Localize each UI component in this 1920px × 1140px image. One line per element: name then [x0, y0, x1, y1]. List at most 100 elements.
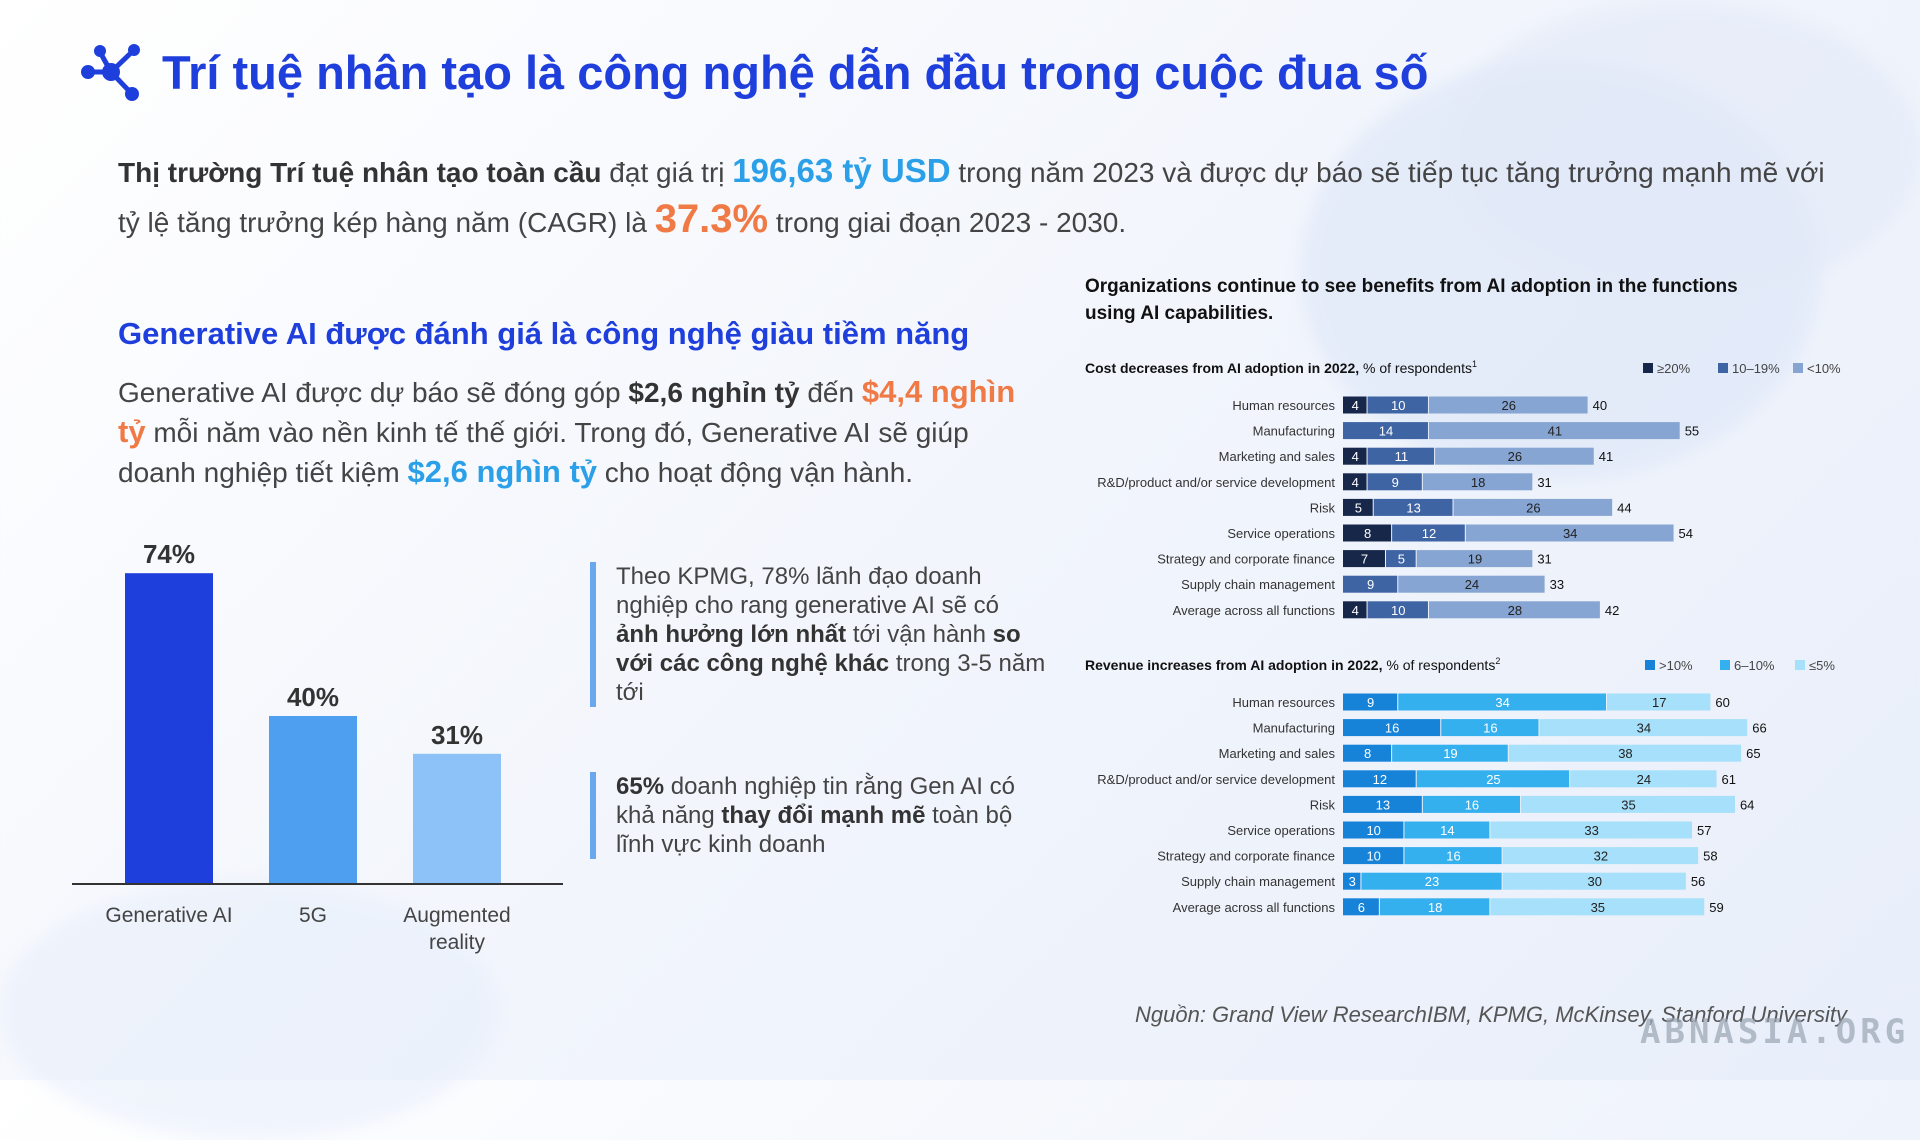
segment-label: 12 — [1422, 526, 1436, 541]
total-label: 55 — [1685, 424, 1699, 439]
legend-label: ≥20% — [1657, 361, 1691, 376]
segment-label: 26 — [1526, 500, 1540, 515]
bar-segment — [1379, 898, 1490, 916]
chart-subtitle-unit: % of respondents — [1359, 360, 1472, 376]
bar-segment — [1465, 524, 1674, 542]
bar-segment — [1422, 795, 1521, 813]
legend-swatch — [1643, 363, 1653, 373]
segment-label: 41 — [1548, 424, 1562, 439]
ai-benefits-chart: Organizations continue to see benefits f… — [1085, 276, 1841, 916]
bar-segment — [1392, 744, 1508, 762]
row-label: Average across all functions — [1173, 900, 1336, 915]
bar-segment — [1361, 872, 1502, 890]
segment-label: 16 — [1483, 721, 1497, 736]
genai-paragraph: Generative AI được dự báo sẽ đóng góp $2… — [118, 372, 1018, 492]
x-tick-label: reality — [429, 931, 486, 954]
genai-text: đến — [799, 377, 862, 408]
note-bold-text: thay đổi mạnh mẽ — [721, 802, 926, 829]
legend-swatch — [1793, 363, 1803, 373]
chart-title: using AI capabilities. — [1085, 303, 1273, 324]
bar-segment — [1343, 575, 1398, 593]
segment-label: 16 — [1446, 849, 1460, 864]
segment-label: 11 — [1395, 449, 1409, 464]
segment-label: 8 — [1364, 746, 1371, 761]
bar-segment — [1508, 744, 1742, 762]
segment-label: 9 — [1367, 577, 1374, 592]
bar-segment — [1570, 770, 1717, 788]
bar-value-label: 31% — [431, 720, 483, 750]
row-label: Marketing and sales — [1219, 449, 1336, 464]
segment-label: 23 — [1425, 874, 1439, 889]
intro-bold-text: Thị trường Trí tuệ nhân tạo toàn cầu — [118, 157, 602, 188]
x-tick-label: Augmented — [403, 904, 510, 927]
bar-segment — [1343, 744, 1392, 762]
legend-label: ≤5% — [1809, 658, 1835, 673]
row-label: R&D/product and/or service development — [1097, 772, 1335, 787]
segment-label: 34 — [1563, 526, 1577, 541]
bar-segment — [1607, 693, 1711, 711]
segment-label: 10 — [1366, 849, 1380, 864]
row-label: Manufacturing — [1253, 424, 1335, 439]
bar-segment — [1343, 847, 1404, 865]
legend-label: >10% — [1659, 658, 1693, 673]
cagr-value: 37.3% — [654, 197, 769, 241]
bar-segment — [1453, 498, 1613, 516]
bar-value-label: 74% — [143, 539, 195, 569]
segment-label: 8 — [1364, 526, 1371, 541]
segment-label: 4 — [1352, 398, 1359, 413]
intro-paragraph: Thị trường Trí tuệ nhân tạo toàn cầu đạt… — [118, 148, 1838, 246]
segment-label: 16 — [1465, 797, 1479, 812]
total-label: 61 — [1722, 772, 1736, 787]
segment-label: 32 — [1594, 849, 1608, 864]
total-label: 42 — [1605, 603, 1619, 618]
legend-label: 6–10% — [1734, 658, 1775, 673]
bar-segment — [1428, 422, 1680, 440]
total-label: 56 — [1691, 874, 1705, 889]
row-label: Service operations — [1227, 823, 1335, 838]
segment-label: 19 — [1443, 746, 1457, 761]
legend-label: 10–19% — [1732, 361, 1780, 376]
bar-segment — [1343, 550, 1385, 568]
bar-segment — [1343, 601, 1367, 619]
segment-label: 4 — [1352, 475, 1359, 490]
footnote-mark: 1 — [1472, 359, 1477, 369]
page-title: Trí tuệ nhân tạo là công nghệ dẫn đầu tr… — [162, 45, 1429, 99]
intro-text: trong năm 2023 và được dự báo sẽ tiếp tụ… — [118, 157, 1825, 238]
row-label: Strategy and corporate finance — [1157, 552, 1335, 567]
bar-segment — [1343, 396, 1367, 414]
row-label: Supply chain management — [1181, 874, 1335, 889]
segment-label: 34 — [1637, 721, 1651, 736]
total-label: 40 — [1593, 398, 1607, 413]
segment-label: 4 — [1352, 449, 1359, 464]
network-icon — [81, 44, 140, 101]
bar-segment — [1343, 498, 1373, 516]
page-header: Trí tuệ nhân tạo là công nghệ dẫn đầu tr… — [78, 42, 1428, 102]
segment-label: 14 — [1440, 823, 1454, 838]
bar-segment — [1422, 473, 1533, 491]
segment-label: 3 — [1349, 874, 1356, 889]
note-text: toàn bộ lĩnh vực kinh doanh — [616, 802, 1013, 858]
bar-segment — [1385, 550, 1416, 568]
row-label: R&D/product and/or service development — [1097, 475, 1335, 490]
segment-label: 35 — [1621, 797, 1635, 812]
watermark: ABNASIA.ORG — [1640, 1012, 1910, 1052]
row-label: Human resources — [1232, 695, 1335, 710]
segment-label: 24 — [1637, 772, 1651, 787]
genai-text: mỗi năm vào nền kinh tế thế giới. Trong … — [118, 417, 969, 488]
segment-label: 18 — [1428, 900, 1442, 915]
bar-segment — [1404, 821, 1490, 839]
genai-high-value: $4,4 nghìn tỷ — [118, 374, 1016, 449]
intro-text: đạt giá trị — [601, 157, 733, 188]
segment-label: 7 — [1361, 552, 1368, 567]
segment-label: 24 — [1465, 577, 1479, 592]
bar-segment — [1490, 821, 1692, 839]
row-label: Human resources — [1232, 398, 1335, 413]
total-label: 64 — [1740, 797, 1754, 812]
legend-swatch — [1645, 660, 1655, 670]
total-label: 66 — [1752, 721, 1766, 736]
chart-subtitle-bold: Cost decreases from AI adoption in 2022, — [1085, 360, 1359, 376]
bar-segment — [1428, 396, 1588, 414]
bar-segment — [1343, 795, 1422, 813]
segment-label: 6 — [1358, 900, 1365, 915]
bar-segment — [1343, 473, 1367, 491]
